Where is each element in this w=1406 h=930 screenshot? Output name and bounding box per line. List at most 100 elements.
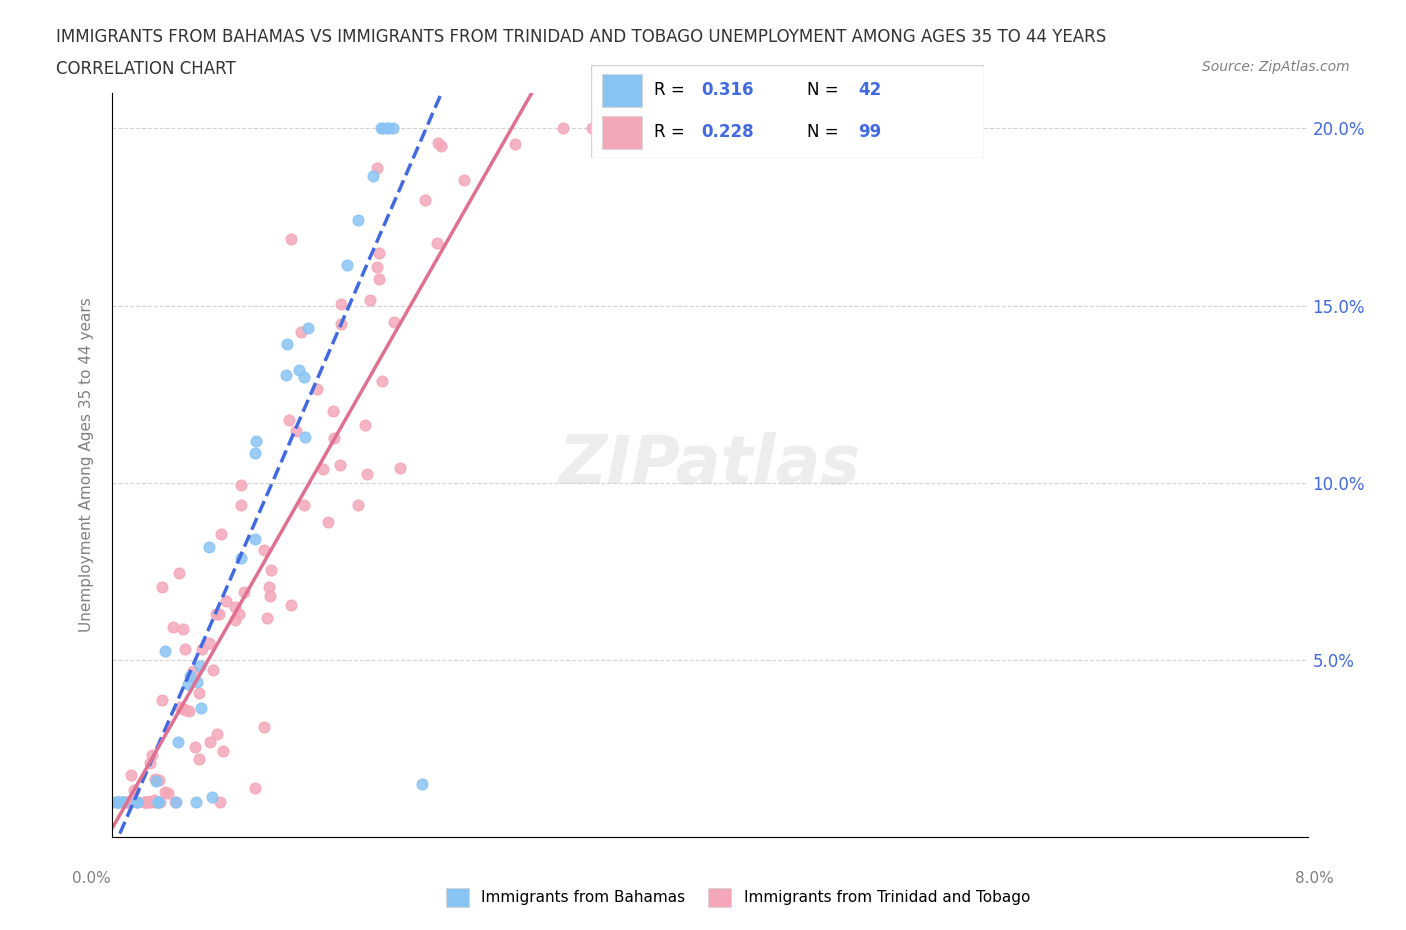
Immigrants from Trinidad and Tobago (426, 136, 449, 151)
Immigrants from Trinidad and Tobago (370, 373, 392, 388)
Immigrants from Bahamas (107, 794, 129, 809)
Immigrants from Bahamas (370, 121, 392, 136)
Immigrants from Trinidad and Tobago (157, 786, 180, 801)
Text: R =: R = (654, 123, 689, 141)
Text: N =: N = (807, 123, 844, 141)
Immigrants from Trinidad and Tobago (257, 579, 280, 594)
Immigrants from Bahamas (294, 429, 316, 444)
Immigrants from Trinidad and Tobago (118, 794, 141, 809)
Immigrants from Bahamas (297, 321, 319, 336)
Immigrants from Trinidad and Tobago (145, 794, 167, 809)
Immigrants from Bahamas (146, 794, 169, 809)
Immigrants from Trinidad and Tobago (388, 460, 411, 475)
Immigrants from Trinidad and Tobago (134, 794, 156, 809)
Immigrants from Bahamas (347, 213, 370, 228)
Immigrants from Bahamas (292, 369, 315, 384)
Immigrants from Trinidad and Tobago (134, 794, 156, 809)
Immigrants from Trinidad and Tobago (368, 246, 391, 260)
Immigrants from Trinidad and Tobago (224, 612, 246, 627)
Immigrants from Trinidad and Tobago (294, 498, 316, 513)
Text: IMMIGRANTS FROM BAHAMAS VS IMMIGRANTS FROM TRINIDAD AND TOBAGO UNEMPLOYMENT AMON: IMMIGRANTS FROM BAHAMAS VS IMMIGRANTS FR… (56, 28, 1107, 46)
Immigrants from Trinidad and Tobago (188, 751, 211, 766)
Immigrants from Trinidad and Tobago (329, 297, 352, 312)
Immigrants from Bahamas (245, 433, 267, 448)
Immigrants from Bahamas (201, 790, 224, 804)
Immigrants from Trinidad and Tobago (353, 418, 375, 432)
Immigrants from Trinidad and Tobago (316, 514, 339, 529)
Immigrants from Trinidad and Tobago (229, 498, 252, 512)
Immigrants from Trinidad and Tobago (581, 121, 603, 136)
Immigrants from Bahamas (107, 794, 129, 809)
Text: CORRELATION CHART: CORRELATION CHART (56, 60, 236, 78)
Text: 0.228: 0.228 (700, 123, 754, 141)
Immigrants from Trinidad and Tobago (114, 794, 136, 809)
Immigrants from Trinidad and Tobago (322, 404, 344, 418)
Immigrants from Trinidad and Tobago (330, 317, 353, 332)
Immigrants from Bahamas (336, 258, 359, 272)
Immigrants from Trinidad and Tobago (413, 193, 436, 207)
Immigrants from Trinidad and Tobago (259, 588, 281, 603)
Immigrants from Bahamas (243, 445, 266, 460)
Immigrants from Trinidad and Tobago (120, 767, 142, 782)
Immigrants from Trinidad and Tobago (359, 292, 381, 307)
Immigrants from Bahamas (190, 701, 212, 716)
Immigrants from Trinidad and Tobago (305, 382, 328, 397)
Immigrants from Trinidad and Tobago (135, 794, 157, 809)
Immigrants from Bahamas (231, 551, 253, 565)
Immigrants from Trinidad and Tobago (280, 232, 302, 246)
Immigrants from Bahamas (243, 532, 266, 547)
Immigrants from Bahamas (105, 794, 128, 809)
Immigrants from Bahamas (411, 777, 433, 791)
Text: 42: 42 (858, 81, 882, 100)
Immigrants from Trinidad and Tobago (190, 642, 212, 657)
Immigrants from Trinidad and Tobago (184, 739, 207, 754)
Immigrants from Bahamas (111, 794, 134, 809)
Immigrants from Bahamas (148, 794, 170, 809)
Immigrants from Trinidad and Tobago (114, 794, 136, 809)
Immigrants from Bahamas (111, 794, 134, 809)
Immigrants from Trinidad and Tobago (211, 743, 233, 758)
Immigrants from Trinidad and Tobago (103, 794, 125, 809)
Text: ZIPatlas: ZIPatlas (560, 432, 860, 498)
Legend: Immigrants from Bahamas, Immigrants from Trinidad and Tobago: Immigrants from Bahamas, Immigrants from… (440, 882, 1036, 913)
Immigrants from Trinidad and Tobago (284, 424, 307, 439)
Immigrants from Trinidad and Tobago (453, 173, 475, 188)
Immigrants from Trinidad and Tobago (176, 702, 198, 717)
Immigrants from Bahamas (165, 794, 187, 809)
FancyBboxPatch shape (602, 74, 641, 107)
Immigrants from Trinidad and Tobago (208, 607, 231, 622)
Text: R =: R = (654, 81, 689, 100)
Immigrants from Trinidad and Tobago (167, 565, 190, 580)
Immigrants from Trinidad and Tobago (188, 685, 211, 700)
Text: 0.316: 0.316 (700, 81, 754, 100)
Immigrants from Trinidad and Tobago (117, 794, 139, 809)
Immigrants from Trinidad and Tobago (138, 794, 160, 809)
Immigrants from Trinidad and Tobago (224, 599, 246, 614)
Immigrants from Trinidad and Tobago (503, 137, 526, 152)
Immigrants from Trinidad and Tobago (356, 467, 378, 482)
Immigrants from Trinidad and Tobago (553, 121, 575, 136)
Immigrants from Trinidad and Tobago (198, 635, 221, 650)
Immigrants from Bahamas (188, 659, 211, 674)
Immigrants from Trinidad and Tobago (430, 139, 453, 153)
Immigrants from Trinidad and Tobago (252, 719, 274, 734)
Immigrants from Trinidad and Tobago (138, 756, 160, 771)
Immigrants from Trinidad and Tobago (141, 748, 163, 763)
Immigrants from Trinidad and Tobago (205, 606, 228, 621)
Immigrants from Trinidad and Tobago (323, 431, 346, 445)
Immigrants from Trinidad and Tobago (347, 498, 370, 512)
FancyBboxPatch shape (602, 116, 641, 149)
Immigrants from Trinidad and Tobago (177, 704, 200, 719)
Immigrants from Bahamas (186, 674, 208, 689)
Immigrants from Trinidad and Tobago (150, 693, 173, 708)
Immigrants from Trinidad and Tobago (172, 621, 194, 636)
Immigrants from Bahamas (288, 363, 311, 378)
Immigrants from Bahamas (146, 794, 169, 809)
Immigrants from Bahamas (381, 121, 404, 136)
Immigrants from Trinidad and Tobago (162, 619, 184, 634)
Immigrants from Trinidad and Tobago (256, 611, 278, 626)
Text: 99: 99 (858, 123, 882, 141)
Immigrants from Bahamas (184, 794, 207, 809)
Immigrants from Trinidad and Tobago (312, 462, 335, 477)
Immigrants from Trinidad and Tobago (148, 773, 170, 788)
